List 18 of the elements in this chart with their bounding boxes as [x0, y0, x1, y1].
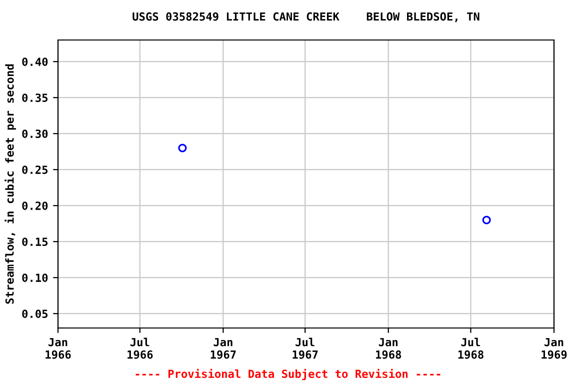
text: ---- Provisional Data Subject to Revision ---- — [136, 368, 440, 380]
x-tick-label: Jan 1966 — [46, 338, 71, 359]
x-tick-label: Jan 1969 — [542, 338, 567, 359]
x-tick-label: Jan 1967 — [210, 338, 236, 359]
y-tick-label: 0.05 — [22, 310, 48, 318]
y-tick-label: 0.25 — [22, 166, 48, 174]
y-tick-label: 0.10 — [22, 274, 48, 282]
y-tick-label: 0.15 — [22, 238, 48, 246]
y-tick-label: 0.30 — [22, 130, 48, 138]
chart-title: USGS 03582549 LITTLE CANE CREEK BELOW BLEDSOE, TN — [132, 12, 480, 22]
y-axis-title: Streamflow, in cubic feet per second — [4, 64, 16, 304]
y-tick-label: 0.35 — [22, 94, 48, 102]
y-tick-label: 0.20 — [22, 202, 48, 210]
x-tick-label: Jul 1967 — [292, 338, 318, 359]
x-tick-label: Jan 1968 — [376, 338, 402, 359]
y-tick-label: 0.40 — [22, 58, 48, 66]
x-tick-label: Jul 1966 — [128, 338, 153, 359]
x-tick-label: Jul 1968 — [458, 338, 484, 359]
